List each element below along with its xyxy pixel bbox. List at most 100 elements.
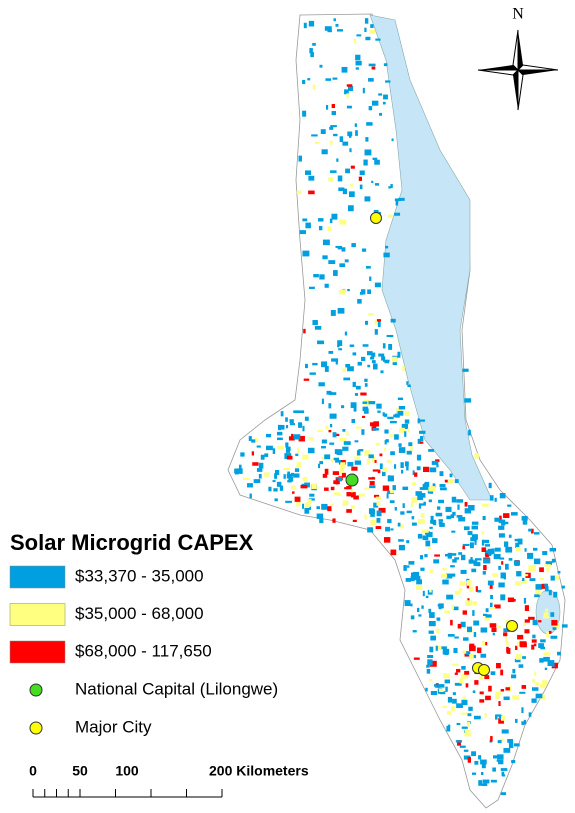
patch xyxy=(498,718,504,724)
patch xyxy=(402,486,409,490)
patch xyxy=(401,469,404,474)
patch xyxy=(474,453,479,459)
arrow-part xyxy=(516,64,559,71)
patch xyxy=(467,504,475,511)
patch xyxy=(321,398,324,405)
patch xyxy=(508,558,513,561)
patch xyxy=(507,739,514,743)
patch xyxy=(430,690,438,696)
patch xyxy=(378,507,386,513)
patch xyxy=(515,718,518,723)
patch xyxy=(453,647,458,654)
patch xyxy=(454,479,459,484)
patch xyxy=(465,600,473,606)
patch xyxy=(500,768,508,771)
patch xyxy=(321,361,328,368)
legend-swatch xyxy=(9,565,66,589)
patch xyxy=(522,622,527,627)
patch xyxy=(379,463,383,470)
patch xyxy=(302,503,305,509)
patch xyxy=(467,580,472,586)
patch xyxy=(375,526,382,530)
patch xyxy=(354,460,362,465)
patch xyxy=(303,22,307,29)
patch xyxy=(286,424,289,429)
patch xyxy=(522,656,526,659)
patch xyxy=(406,510,412,514)
patch xyxy=(457,740,461,746)
patch xyxy=(370,422,374,427)
patch xyxy=(346,431,349,436)
patch xyxy=(484,544,491,547)
patch xyxy=(277,446,284,450)
patch xyxy=(400,524,405,529)
patch xyxy=(432,538,438,544)
patch xyxy=(287,479,292,483)
patch xyxy=(499,515,502,520)
patch xyxy=(515,542,520,549)
patch xyxy=(384,429,389,434)
patch xyxy=(500,572,506,579)
patch xyxy=(329,442,335,445)
patch xyxy=(420,567,425,571)
patch xyxy=(470,537,477,542)
patch xyxy=(461,554,466,561)
patch xyxy=(489,584,493,589)
patch xyxy=(531,644,535,650)
patch xyxy=(333,457,340,461)
patch xyxy=(300,484,308,489)
patch xyxy=(520,579,527,584)
patch xyxy=(234,468,239,475)
patch xyxy=(418,503,422,509)
patch xyxy=(539,658,544,663)
patch xyxy=(508,534,512,538)
patch xyxy=(521,721,525,725)
patch xyxy=(361,415,366,418)
patch xyxy=(339,219,347,225)
patch xyxy=(329,423,333,428)
patch xyxy=(359,184,363,190)
patch xyxy=(474,539,477,545)
patch xyxy=(412,470,415,476)
patch xyxy=(436,645,443,650)
patch xyxy=(493,755,500,759)
patch xyxy=(238,464,242,470)
patch xyxy=(490,779,497,783)
patch xyxy=(293,410,299,414)
patch xyxy=(370,24,374,28)
patch xyxy=(429,526,433,529)
patch xyxy=(332,471,339,475)
patch xyxy=(328,350,334,354)
patch xyxy=(419,503,426,506)
patch xyxy=(498,519,505,524)
cost-patches xyxy=(234,18,568,796)
patch xyxy=(485,553,489,558)
patch xyxy=(350,402,357,408)
patch xyxy=(464,733,472,737)
patch xyxy=(375,38,381,41)
patch xyxy=(364,450,371,456)
patch xyxy=(373,421,380,427)
patch xyxy=(425,540,431,547)
patch xyxy=(456,668,461,673)
patch xyxy=(329,218,333,224)
patch xyxy=(410,576,415,582)
patch xyxy=(498,701,501,707)
patch xyxy=(333,433,340,437)
patch xyxy=(342,188,348,195)
patch xyxy=(425,595,429,599)
patch xyxy=(364,514,367,520)
patch xyxy=(367,527,374,533)
patch xyxy=(498,525,505,530)
arrow-part xyxy=(517,68,524,111)
patch xyxy=(425,687,428,692)
patch xyxy=(408,561,415,565)
patch xyxy=(394,464,397,469)
patch xyxy=(463,526,470,531)
patch xyxy=(445,686,448,692)
legend-swatch xyxy=(9,603,66,626)
patch xyxy=(389,420,397,424)
patch xyxy=(545,561,553,565)
patch xyxy=(391,356,398,363)
